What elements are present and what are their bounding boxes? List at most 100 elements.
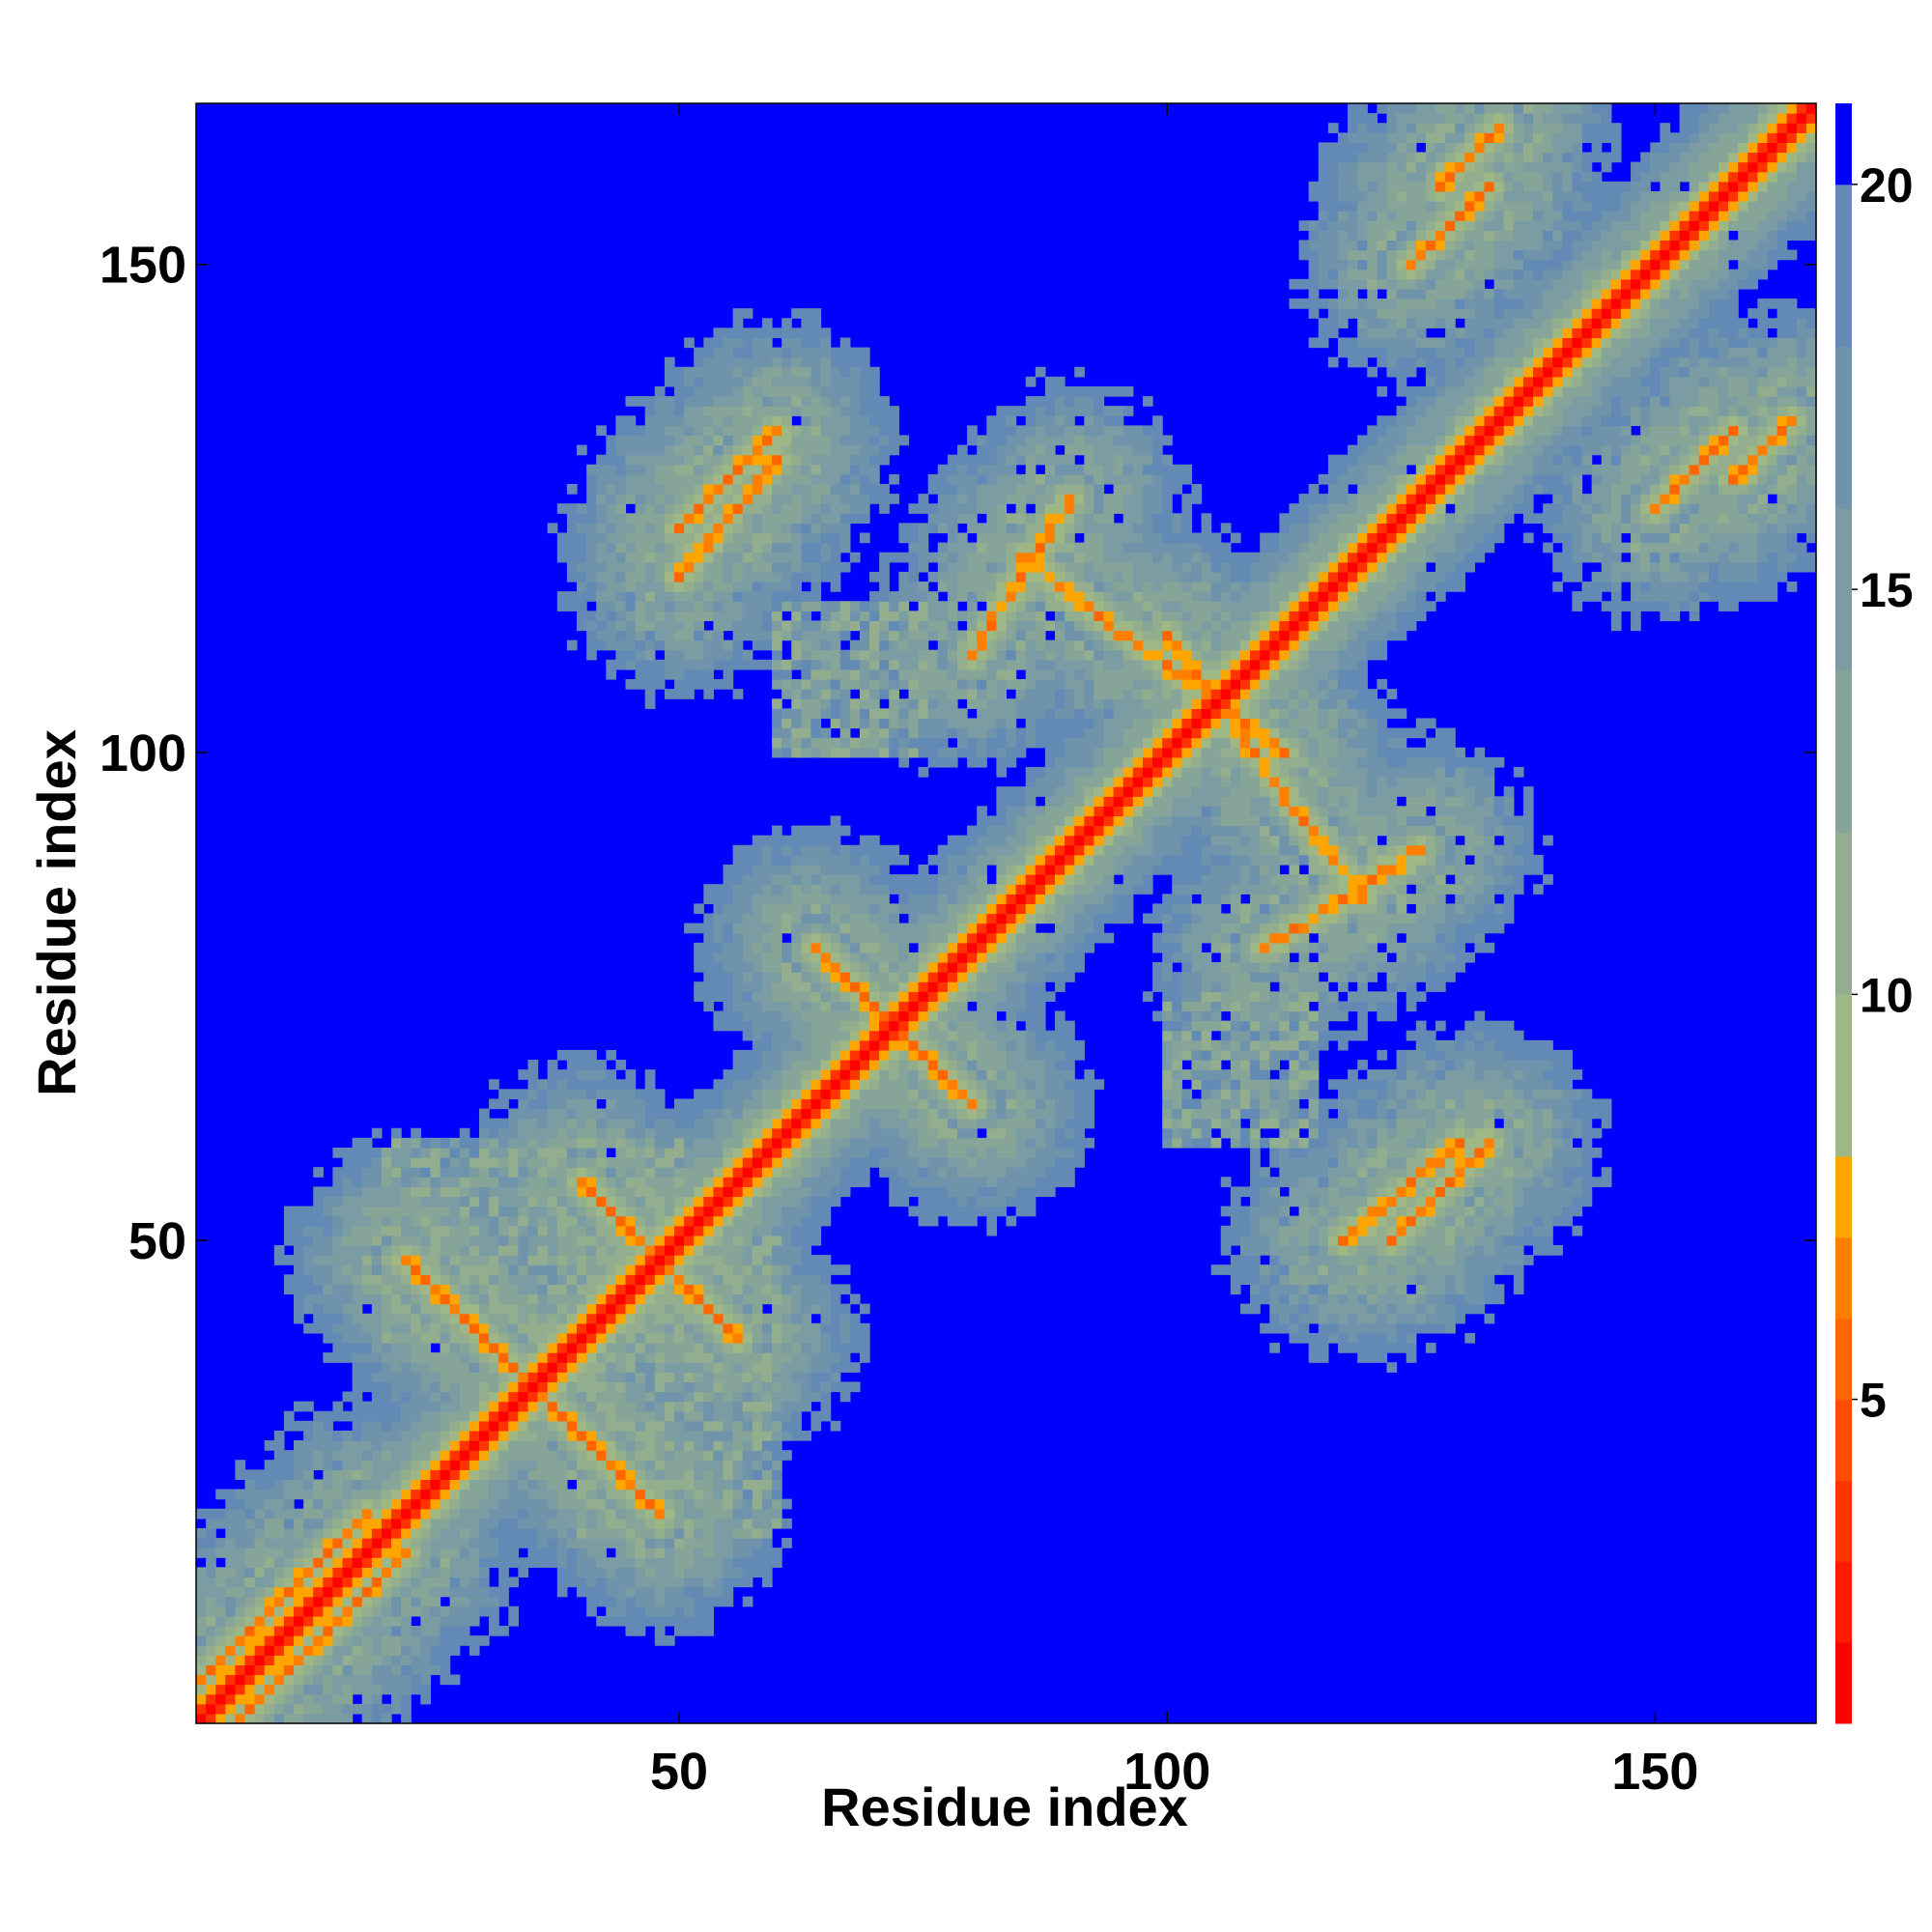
heatmap-cell [459,1177,470,1187]
heatmap-cell [752,659,763,670]
heatmap-cell [303,1567,314,1578]
heatmap-cell [489,1206,499,1217]
heatmap-cell [342,1693,354,1705]
heatmap-cell [206,1548,216,1558]
heatmap-cell [449,1322,461,1334]
heatmap-cell [508,1352,519,1363]
heatmap-cell [615,1518,627,1529]
heatmap-cell [791,1332,802,1344]
heatmap-cell [361,1332,373,1344]
heatmap-cell [694,601,704,611]
heatmap-cell [879,668,890,680]
heatmap-cell [810,1108,822,1120]
heatmap-cell [361,1147,373,1158]
heatmap-cell [596,1557,607,1568]
heatmap-cell [742,1225,753,1236]
heatmap-cell [830,1313,841,1324]
heatmap-cell [723,659,734,670]
heatmap-cell [294,1489,304,1500]
heatmap-cell [898,894,910,904]
heatmap-cell [206,1605,216,1617]
heatmap-cell [235,1498,246,1510]
heatmap-cell [684,620,695,632]
heatmap-cell [459,1577,470,1588]
heatmap-cell [694,1548,704,1558]
heatmap-cell [576,1196,587,1208]
heatmap-cell [644,571,656,582]
heatmap-cell [225,1527,237,1539]
heatmap-cell [752,630,763,641]
heatmap-cell [879,639,890,651]
heatmap-cell [449,1186,461,1198]
heatmap-cell [215,1703,226,1715]
heatmap-cell [576,1215,587,1227]
heatmap-cell [273,1615,285,1627]
heatmap-cell [732,356,744,368]
heatmap-cell [772,385,782,397]
heatmap-cell [820,698,832,709]
heatmap-cell [371,1235,383,1246]
heatmap-cell [323,1450,334,1461]
heatmap-cell [654,1372,666,1383]
heatmap-cell [635,1518,646,1529]
heatmap-cell [381,1684,392,1695]
heatmap-cell [498,1479,509,1491]
heatmap-cell [742,356,753,368]
heatmap-cell [411,1460,421,1470]
heatmap-cell [371,1352,383,1363]
heatmap-cell [752,561,763,573]
heatmap-cell [752,1118,763,1129]
heatmap-cell [772,435,782,446]
heatmap-cell [839,727,851,739]
heatmap-cell [801,425,812,437]
heatmap-cell [742,601,753,611]
heatmap-cell [196,1605,207,1617]
heatmap-cell [273,1567,285,1578]
heatmap-cell [566,1293,578,1305]
heatmap-cell [566,1420,578,1432]
heatmap-cell [332,1625,344,1636]
heatmap-cell [752,1137,763,1149]
heatmap-cell [206,1713,216,1724]
heatmap-cell [381,1381,392,1393]
heatmap-cell [742,923,753,934]
heatmap-cell [654,1527,666,1539]
heatmap-cell [703,913,715,924]
heatmap-cell [518,1206,529,1217]
heatmap-cell [898,981,910,992]
heatmap-cell [654,1118,666,1129]
heatmap-cell [586,1343,597,1353]
heatmap-cell [498,1518,509,1529]
heatmap-cell [352,1635,363,1646]
heatmap-cell [732,620,744,632]
heatmap-cell [235,1538,246,1548]
heatmap-cell [820,884,832,895]
heatmap-cell [761,523,773,534]
heatmap-cell [625,639,637,651]
heatmap-cell [723,347,734,358]
heatmap-cell [644,1391,656,1403]
heatmap-cell [820,1186,832,1198]
heatmap-cell [801,552,812,563]
heatmap-cell [830,1069,841,1080]
heatmap-cell [596,1186,607,1198]
heatmap-cell [859,932,870,944]
heatmap-cell [830,1332,841,1344]
heatmap-cell [254,1635,266,1646]
heatmap-cell [791,874,802,885]
heatmap-cell [918,1089,929,1100]
heatmap-cell [361,1664,373,1676]
heatmap-cell [781,425,792,437]
heatmap-cell [869,981,880,992]
heatmap-cell [508,1206,519,1217]
heatmap-cell [430,1420,441,1432]
heatmap-cell [478,1225,490,1236]
heatmap-cell [459,1527,470,1539]
heatmap-cell [772,991,782,1003]
heatmap-cell [830,1001,841,1012]
heatmap-cell [674,1118,685,1129]
heatmap-cell [781,727,792,739]
heatmap-cell [781,1538,792,1548]
heatmap-cell [342,1157,354,1168]
heatmap-cell [664,1420,675,1432]
